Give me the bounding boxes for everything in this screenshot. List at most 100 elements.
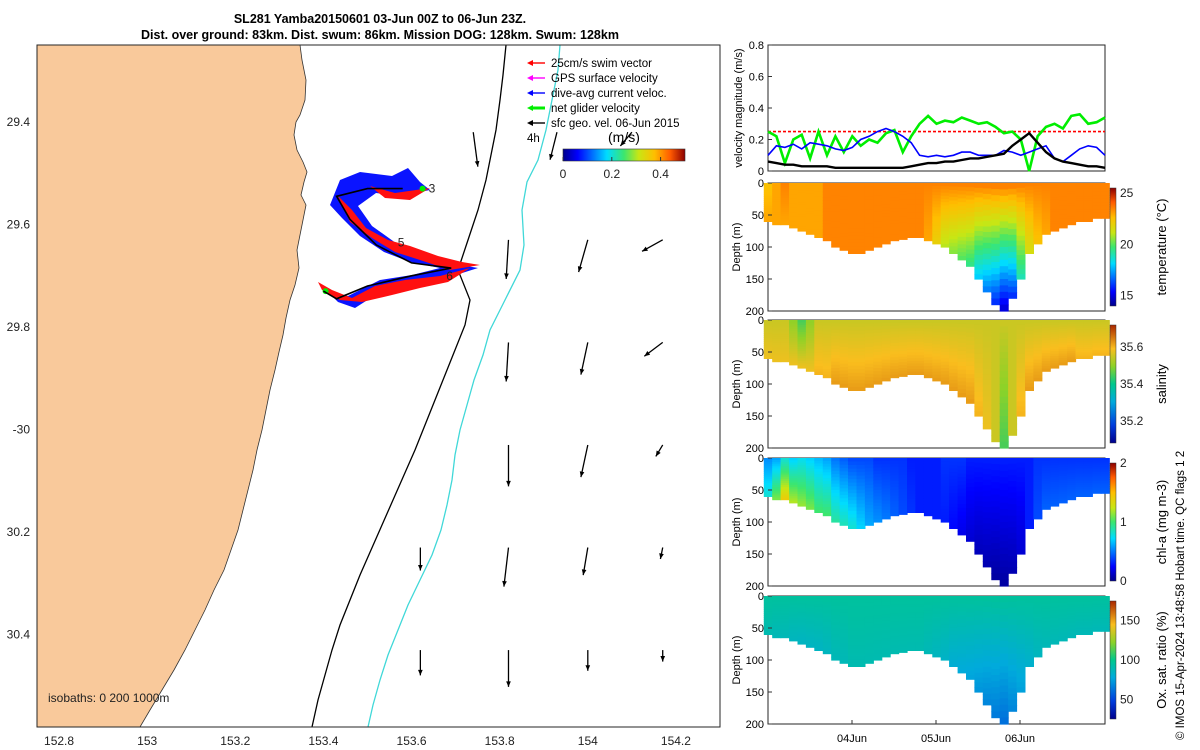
section-cell	[772, 345, 782, 348]
section-cell	[999, 298, 1009, 306]
section-cell	[898, 362, 908, 366]
section-cell	[957, 488, 967, 494]
section-cell	[772, 189, 782, 192]
section-cell	[999, 345, 1009, 353]
section-cell	[831, 474, 841, 478]
section-cell	[1067, 345, 1077, 348]
section-cell	[957, 229, 967, 234]
section-cell	[848, 383, 857, 388]
section-cell	[898, 191, 908, 195]
section-cell	[848, 458, 857, 463]
section-cell	[780, 199, 790, 203]
section-cell	[1041, 504, 1051, 508]
section-cell	[915, 188, 925, 192]
section-cell	[1016, 472, 1026, 478]
section-cell	[1092, 618, 1102, 622]
section-cell	[991, 596, 1001, 603]
section-cell	[831, 480, 841, 485]
section-cell	[1067, 460, 1077, 463]
section-cell	[966, 600, 975, 605]
section-cell	[923, 369, 933, 373]
section-cell	[814, 202, 824, 206]
section-cell	[982, 325, 992, 332]
section-cell	[940, 215, 950, 219]
section-cell	[772, 334, 782, 338]
section-cell	[923, 460, 933, 465]
section-cell	[949, 613, 959, 618]
section-cell	[898, 194, 908, 198]
section-cell	[974, 629, 984, 635]
section-cell	[940, 615, 950, 619]
section-cell	[907, 185, 916, 189]
section-cell	[1025, 468, 1034, 473]
section-cell	[1041, 629, 1051, 633]
section-cell	[856, 246, 866, 251]
section-cell	[991, 399, 1001, 406]
section-cell	[1041, 473, 1051, 477]
section-cell	[822, 197, 832, 201]
section-cell	[1008, 509, 1018, 517]
section-cell	[864, 656, 874, 661]
section-cell	[797, 503, 807, 507]
section-cell	[982, 666, 992, 673]
section-cell	[907, 355, 916, 359]
section-cell	[1092, 205, 1102, 209]
section-cell	[1016, 401, 1026, 407]
section-cell	[814, 212, 824, 217]
section-cell	[814, 645, 824, 649]
section-cell	[881, 644, 891, 649]
section-cell	[890, 343, 900, 347]
section-cell	[1067, 631, 1077, 635]
section-cell	[1075, 354, 1085, 358]
section-cell	[780, 208, 790, 211]
arrow-head	[504, 375, 509, 382]
section-cell	[814, 215, 824, 219]
section-cell	[890, 483, 900, 488]
section-cell	[1041, 481, 1051, 485]
section-cell	[949, 376, 959, 381]
section-cell	[1067, 193, 1077, 197]
section-cell	[932, 329, 942, 333]
section-cell	[1092, 473, 1102, 477]
section-cell	[932, 647, 942, 652]
section-cell	[974, 467, 984, 473]
section-cell	[966, 320, 975, 325]
section-cell	[890, 360, 900, 364]
section-cell	[907, 234, 916, 238]
section-cell	[974, 539, 984, 545]
section-cell	[1041, 616, 1051, 620]
arrow-head	[579, 471, 585, 478]
section-cell	[797, 190, 807, 194]
section-cell	[763, 198, 773, 201]
section-cell	[966, 183, 975, 188]
section-cell	[1100, 346, 1110, 349]
section-cell	[797, 199, 807, 203]
section-cell	[789, 349, 799, 352]
section-cell	[1092, 470, 1102, 473]
section-cell	[805, 499, 815, 503]
colorbar-tick-label: 100	[1120, 653, 1140, 667]
section-cell	[881, 216, 891, 220]
section-cell	[1008, 486, 1018, 494]
section-cell	[898, 643, 908, 648]
section-cell	[763, 188, 773, 192]
section-cell	[856, 337, 866, 342]
section-cell	[797, 641, 807, 645]
section-cell	[856, 475, 866, 480]
section-cell	[814, 232, 824, 236]
section-cell	[1016, 634, 1026, 640]
section-cell	[999, 528, 1009, 536]
section-cell	[1041, 195, 1051, 199]
section-cell	[864, 633, 874, 637]
section-cell	[864, 626, 874, 631]
section-cell	[814, 226, 824, 230]
section-cell	[1092, 597, 1102, 601]
section-cell	[839, 226, 849, 231]
section-cell	[881, 362, 891, 367]
section-cell	[856, 596, 866, 601]
section-cell	[982, 534, 992, 541]
section-cell	[1025, 627, 1034, 632]
section-cell	[1092, 200, 1102, 203]
section-cell	[1016, 620, 1026, 626]
section-cell	[780, 320, 790, 323]
